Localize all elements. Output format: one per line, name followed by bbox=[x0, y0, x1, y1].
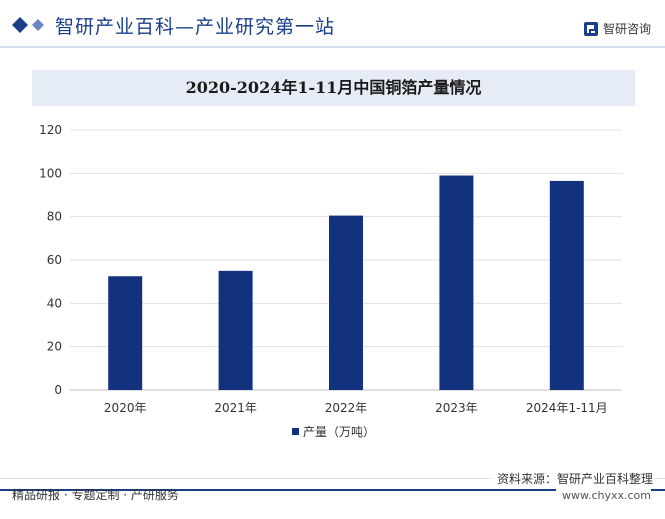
bar-chart: 0 20 40 60 80 100 120 2020年 2021年 2022年 2023年 2024年… bbox=[39, 123, 622, 439]
y-tick-label: 20 bbox=[47, 340, 62, 354]
y-tick-label: 80 bbox=[47, 210, 62, 224]
y-tick-label: 120 bbox=[39, 123, 62, 137]
bar bbox=[439, 175, 474, 390]
logo-icon bbox=[583, 21, 598, 36]
bar bbox=[108, 276, 143, 390]
x-tick-label: 2024年1-11月 bbox=[526, 401, 608, 415]
brand-name: 智研咨询 bbox=[602, 22, 651, 36]
footer-accent-bar bbox=[0, 489, 665, 491]
bar bbox=[329, 215, 363, 390]
bar bbox=[549, 180, 584, 390]
y-tick-label: 100 bbox=[39, 166, 62, 180]
legend-swatch bbox=[292, 428, 299, 435]
y-tick-label: 0 bbox=[54, 383, 62, 397]
x-tick-label: 2021年 bbox=[214, 401, 257, 415]
x-tick-label: 2020年 bbox=[104, 401, 147, 415]
bar bbox=[218, 270, 253, 390]
website-url: www.chyxx.com bbox=[555, 489, 651, 502]
chart-title: 2020-2024年1-11月中国铜箔产量情况 bbox=[185, 78, 482, 97]
footer-slogan: 精品研报 · 专题定制 · 产研服务 bbox=[12, 488, 179, 502]
page-header: 智研产业百科—产业研究第一站 智研咨询 bbox=[0, 0, 665, 50]
header-divider bbox=[0, 46, 665, 48]
y-tick-label: 40 bbox=[47, 296, 62, 310]
footer-divider bbox=[0, 478, 665, 479]
x-tick-label: 2023年 bbox=[435, 401, 478, 415]
site-title: 智研产业百科—产业研究第一站 bbox=[55, 16, 336, 38]
y-tick-label: 60 bbox=[47, 253, 62, 267]
brand-logo: 智研咨询 bbox=[583, 20, 651, 37]
legend-label: 产量（万吨） bbox=[303, 425, 375, 439]
x-tick-label: 2022年 bbox=[325, 401, 368, 415]
chart-title-band: 2020-2024年1-11月中国铜箔产量情况 bbox=[32, 70, 635, 106]
source-note: 资料来源：智研产业百科整理 bbox=[490, 470, 653, 487]
diamond-bullet-icon bbox=[12, 17, 44, 33]
